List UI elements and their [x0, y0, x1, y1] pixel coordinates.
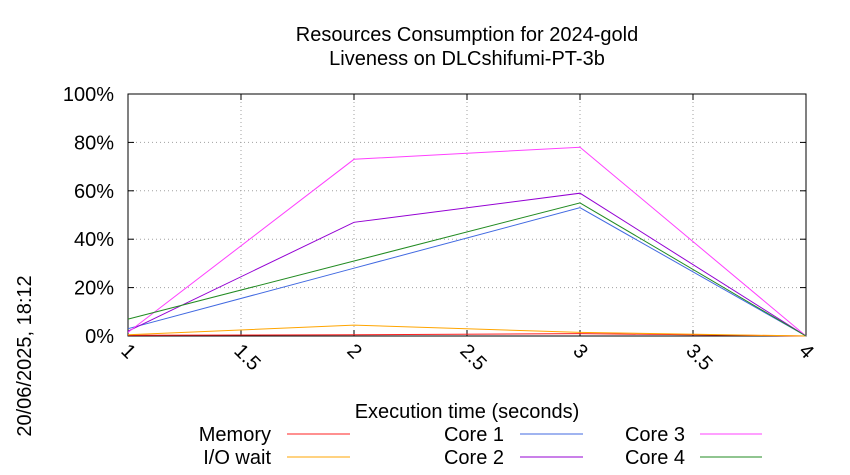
y-tick-label-5: 100%	[63, 84, 114, 106]
y-tick-label-1: 20%	[74, 278, 114, 300]
x-tick-label-6: 4	[794, 340, 817, 363]
series-line-i-o-wait	[127, 324, 807, 337]
x-tick-label-5: 3.5	[681, 340, 716, 375]
x-axis-label: Execution time (seconds)	[355, 401, 580, 423]
y-tick-label-2: 40%	[74, 229, 114, 251]
legend-label-core-1: Core 1	[444, 424, 504, 446]
series-line-core-3	[127, 146, 807, 337]
series-line-memory	[127, 333, 807, 337]
chart-title: Resources Consumption for 2024-gold	[296, 24, 638, 46]
series-lines	[127, 146, 807, 337]
series-line-core-2	[127, 192, 807, 337]
x-tick-label-4: 3	[568, 340, 591, 363]
legend-label-memory: Memory	[199, 424, 271, 446]
y-axis: 0% 20% 40% 60% 80% 100%	[63, 84, 806, 348]
legend-label-core-4: Core 4	[625, 447, 685, 469]
series-line-core-1	[127, 207, 807, 337]
legend-label-i-o-wait: I/O wait	[203, 447, 271, 469]
legend-label-core-2: Core 2	[444, 447, 504, 469]
x-tick-label-3: 2.5	[455, 340, 490, 375]
legend-label-core-3: Core 3	[625, 424, 685, 446]
x-tick-label-1: 1.5	[229, 340, 264, 375]
y-tick-label-0: 0%	[85, 326, 114, 348]
series-line-core-4	[127, 202, 807, 337]
timestamp-label: 20/06/2025, 18:12	[14, 275, 36, 436]
y-tick-label-3: 60%	[74, 181, 114, 203]
x-tick-label-0: 1	[116, 340, 139, 363]
x-tick-label-2: 2	[342, 340, 365, 363]
chart-subtitle: Liveness on DLCshifumi-PT-3b	[329, 48, 605, 70]
y-tick-label-4: 80%	[74, 132, 114, 154]
grid-lines	[128, 94, 806, 336]
